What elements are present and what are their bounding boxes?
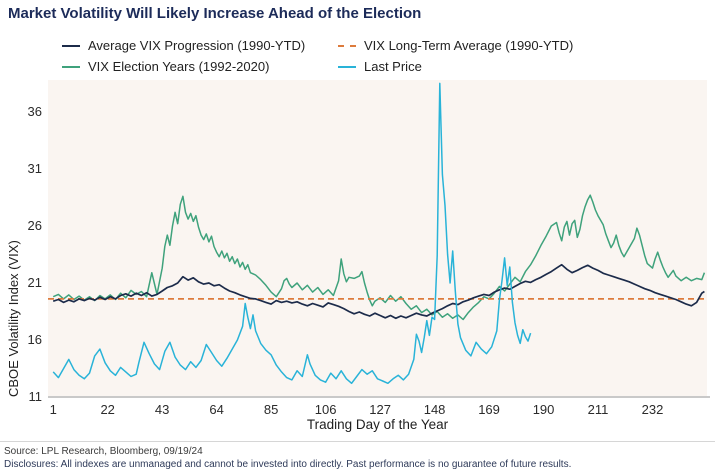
y-axis-title: CBOE Volatility Index (VIX) xyxy=(6,240,21,397)
x-tick-label: 1 xyxy=(49,402,57,417)
line-swatch-cyan xyxy=(338,65,356,68)
x-tick-label: 169 xyxy=(478,402,500,417)
series-line-average-vix-progression-1990-ytd- xyxy=(52,263,705,320)
x-tick-label: 43 xyxy=(154,402,170,417)
x-tick-label: 22 xyxy=(100,402,115,417)
legend-item-election-years: VIX Election Years (1992-2020) xyxy=(62,59,338,74)
series-line-last-price xyxy=(52,82,532,385)
x-tick-label: 211 xyxy=(587,402,609,417)
x-axis-title: Trading Day of the Year xyxy=(306,417,449,432)
x-tick-label: 106 xyxy=(314,402,337,417)
disclosures-text: Disclosures: All indexes are unmanaged a… xyxy=(4,459,572,470)
y-tick-label: 16 xyxy=(27,331,42,347)
legend-label: VIX Election Years (1992-2020) xyxy=(88,59,270,74)
line-swatch-green xyxy=(62,65,80,68)
line-swatch-navy xyxy=(62,44,80,47)
page-title: Market Volatility Will Likely Increase A… xyxy=(8,5,422,22)
legend-item-average-vix: Average VIX Progression (1990-YTD) xyxy=(62,38,338,53)
plot-area-background xyxy=(48,80,707,397)
plot-svg xyxy=(48,82,707,385)
y-tick-label: 21 xyxy=(27,274,42,290)
x-tick-label: 127 xyxy=(369,402,391,417)
y-tick-label: 11 xyxy=(28,389,43,404)
source-text: Source: LPL Research, Bloomberg, 09/19/2… xyxy=(4,446,203,457)
x-tick-label: 232 xyxy=(641,402,664,417)
line-swatch-orange-dashed xyxy=(338,44,356,47)
x-axis-line xyxy=(48,396,710,398)
legend-label: Average VIX Progression (1990-YTD) xyxy=(88,38,306,53)
chart-legend: Average VIX Progression (1990-YTD) VIX L… xyxy=(62,38,573,74)
y-tick-label: 31 xyxy=(27,160,42,176)
x-tick-label: 148 xyxy=(423,402,446,417)
legend-item-long-term-average: VIX Long-Term Average (1990-YTD) xyxy=(338,38,573,53)
legend-item-last-price: Last Price xyxy=(338,59,573,74)
x-tick-label: 190 xyxy=(532,402,555,417)
y-tick-label: 36 xyxy=(27,103,42,119)
legend-label: Last Price xyxy=(364,59,422,74)
y-tick-label: 26 xyxy=(27,217,42,233)
legend-label: VIX Long-Term Average (1990-YTD) xyxy=(364,38,574,53)
x-tick-label: 64 xyxy=(209,402,224,417)
x-tick-label: 85 xyxy=(263,402,279,417)
footer-divider xyxy=(0,441,715,442)
series-line-vix-election-years-1992-2020- xyxy=(52,194,706,321)
